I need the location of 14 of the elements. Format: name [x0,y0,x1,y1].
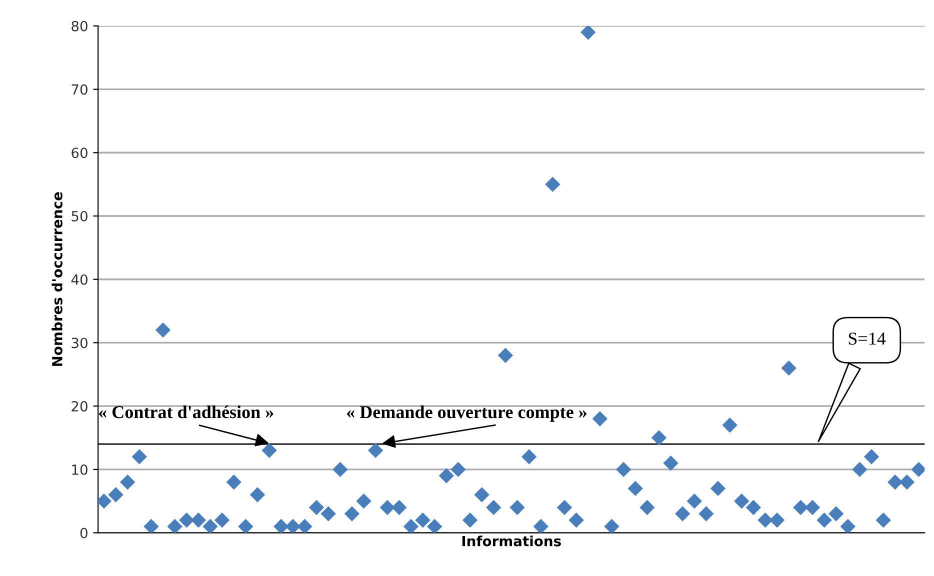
y-tick-label: 60 [72,148,88,158]
annotation: « Demande ouverture compte » [346,405,586,422]
y-tick-label: 20 [72,401,88,412]
y-tick-label: 80 [72,20,88,32]
y-tick-label: 0 [80,528,88,538]
ref-line-label: S=14 [848,332,886,345]
y-tick-label: 30 [72,338,88,348]
y-tick-label: 50 [72,210,88,222]
y-tick-label: 10 [72,464,88,475]
x-axis-title: Informations [462,536,561,546]
y-tick-label: 70 [72,84,88,95]
y-axis-title: Nombres d'occurrence [52,192,62,366]
y-tick-label: 40 [71,274,88,285]
annotation: « Contrat d'adhésion » [99,405,274,418]
